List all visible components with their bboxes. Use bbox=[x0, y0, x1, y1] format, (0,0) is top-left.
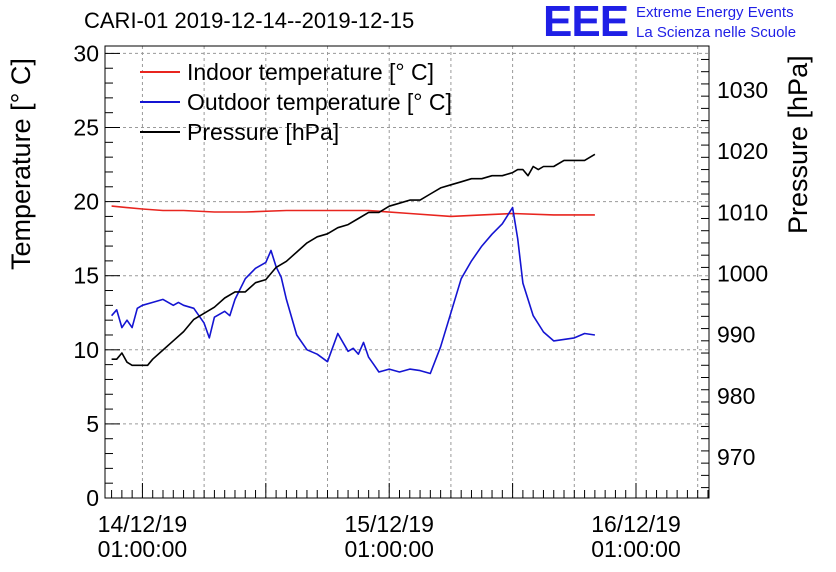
legend-label: Outdoor temperature [° C] bbox=[187, 89, 452, 115]
y-right-axis-label: Pressure [hPa] bbox=[783, 55, 813, 234]
legend-label: Indoor temperature [° C] bbox=[187, 59, 434, 85]
indoor-temperature-line bbox=[111, 205, 595, 218]
x-tick-label-date: 14/12/19 bbox=[98, 511, 188, 537]
y-left-tick-label: 30 bbox=[73, 40, 99, 66]
x-tick-label-date: 15/12/19 bbox=[344, 511, 434, 537]
y-right-tick-label: 990 bbox=[717, 322, 755, 348]
x-tick-label-date: 16/12/19 bbox=[591, 511, 681, 537]
y-left-axis-label: Temperature [° C] bbox=[6, 58, 36, 270]
y-left-tick-label: 25 bbox=[73, 115, 99, 141]
y-right-tick-label: 980 bbox=[717, 383, 755, 409]
y-right-tick-label: 1020 bbox=[717, 138, 768, 164]
y-right-tick-label: 1000 bbox=[717, 261, 768, 287]
y-right-tick-label: 1030 bbox=[717, 77, 768, 103]
chart-title: CARI-01 2019-12-14--2019-12-15 bbox=[84, 8, 415, 33]
y-left-tick-label: 0 bbox=[86, 485, 99, 511]
outdoor-temperature-line bbox=[110, 206, 596, 375]
y-right-tick-label: 970 bbox=[717, 444, 755, 470]
y-right-tick-label: 1010 bbox=[717, 199, 768, 225]
legend: Indoor temperature [° C] Outdoor temperat… bbox=[140, 59, 452, 145]
y-left-tick-label: 20 bbox=[73, 189, 99, 215]
x-tick-label-time: 01:00:00 bbox=[98, 536, 188, 562]
logo-line-1: Extreme Energy Events bbox=[636, 4, 794, 21]
plot-frame bbox=[104, 45, 710, 499]
y-left-tick-label: 10 bbox=[73, 337, 99, 363]
x-tick-label-time: 01:00:00 bbox=[591, 536, 681, 562]
pressure-line bbox=[111, 153, 596, 367]
x-tick-label-time: 01:00:00 bbox=[344, 536, 434, 562]
y-left-tick-label: 15 bbox=[73, 263, 99, 289]
eee-logo-mark: EEE bbox=[543, 0, 629, 46]
logo-line-2: La Scienza nelle Scuole bbox=[636, 24, 797, 41]
axes: 0 5 10 15 20 25 30 970 980 990 1000 1010 1020 1030 14/… bbox=[6, 40, 813, 562]
legend-label: Pressure [hPa] bbox=[187, 119, 339, 145]
y-left-tick-label: 5 bbox=[86, 411, 99, 437]
series-lines bbox=[110, 153, 596, 375]
